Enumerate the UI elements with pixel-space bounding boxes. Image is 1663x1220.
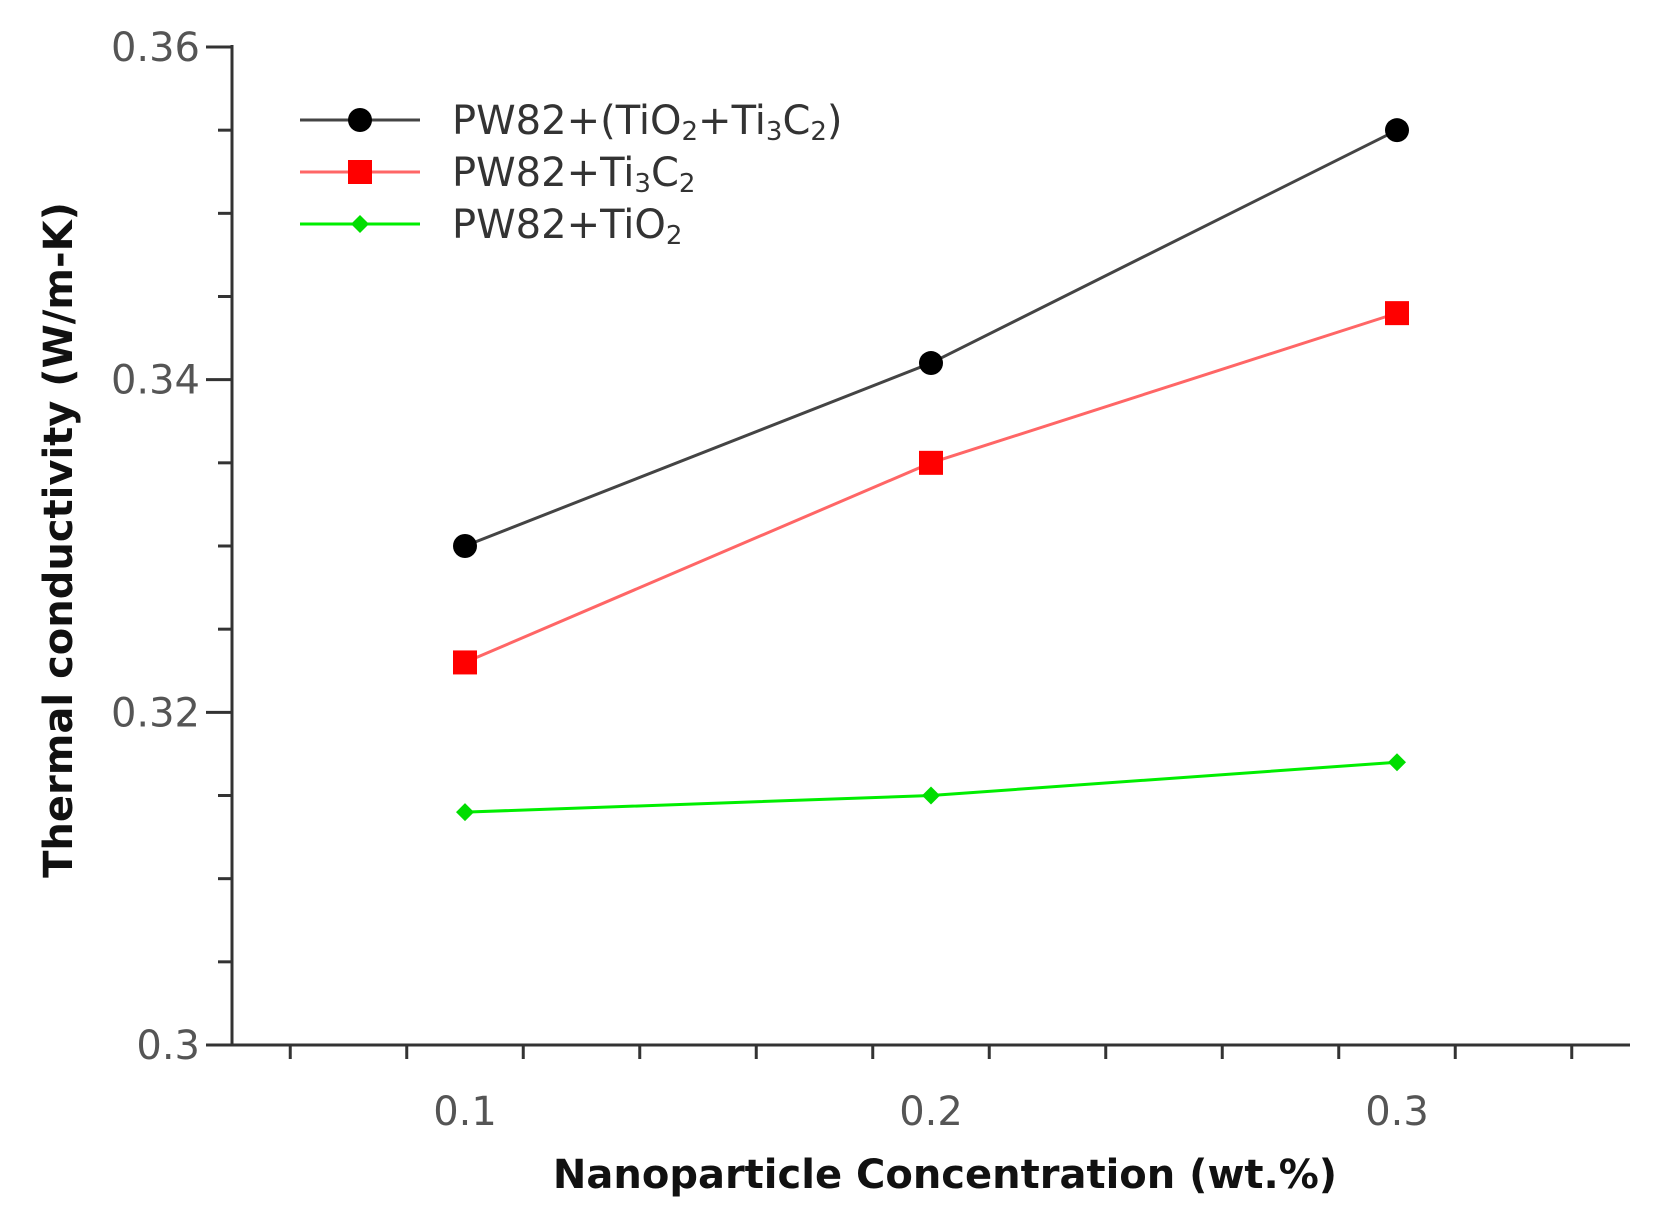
legend-entry: PW82+TiO2 [300, 202, 682, 251]
legend-entry: PW82+(TiO2+Ti3C2) [300, 98, 843, 147]
series-1 [453, 118, 1409, 558]
legend-marker [351, 215, 369, 233]
y-tick-label: 0.3 [136, 1023, 200, 1069]
x-tick-label: 0.1 [433, 1089, 497, 1135]
legend-label: PW82+TiO2 [452, 202, 682, 251]
legend-entry: PW82+Ti3C2 [300, 150, 695, 199]
series-3 [456, 753, 1406, 822]
legend-label: PW82+Ti3C2 [452, 150, 695, 199]
data-point [453, 534, 477, 558]
data-point [1385, 118, 1409, 143]
data-point [453, 650, 477, 675]
series-layer [453, 118, 1409, 822]
data-point [919, 450, 943, 475]
data-point [1388, 753, 1406, 772]
y-tick-label: 0.36 [111, 25, 200, 71]
y-tick-label: 0.32 [111, 690, 200, 736]
legend-label: PW82+(TiO2+Ti3C2) [452, 98, 843, 147]
legend-marker [348, 160, 372, 184]
x-tick-label: 0.2 [899, 1089, 963, 1135]
data-point [456, 803, 474, 822]
legend-marker [348, 108, 372, 132]
series-2 [453, 301, 1409, 675]
x-tick-label: 0.3 [1365, 1089, 1429, 1135]
y-tick-label: 0.34 [111, 358, 200, 404]
axes: 0.3 0.32 0.34 0.36 0.1 0.2 0.3 [111, 25, 1630, 1135]
data-point [922, 786, 940, 805]
data-point [1385, 301, 1409, 326]
y-axis-title: Thermal conductivity (W/m-K) [36, 202, 82, 878]
x-axis-title: Nanoparticle Concentration (wt.%) [553, 1152, 1337, 1198]
data-point [919, 351, 943, 376]
